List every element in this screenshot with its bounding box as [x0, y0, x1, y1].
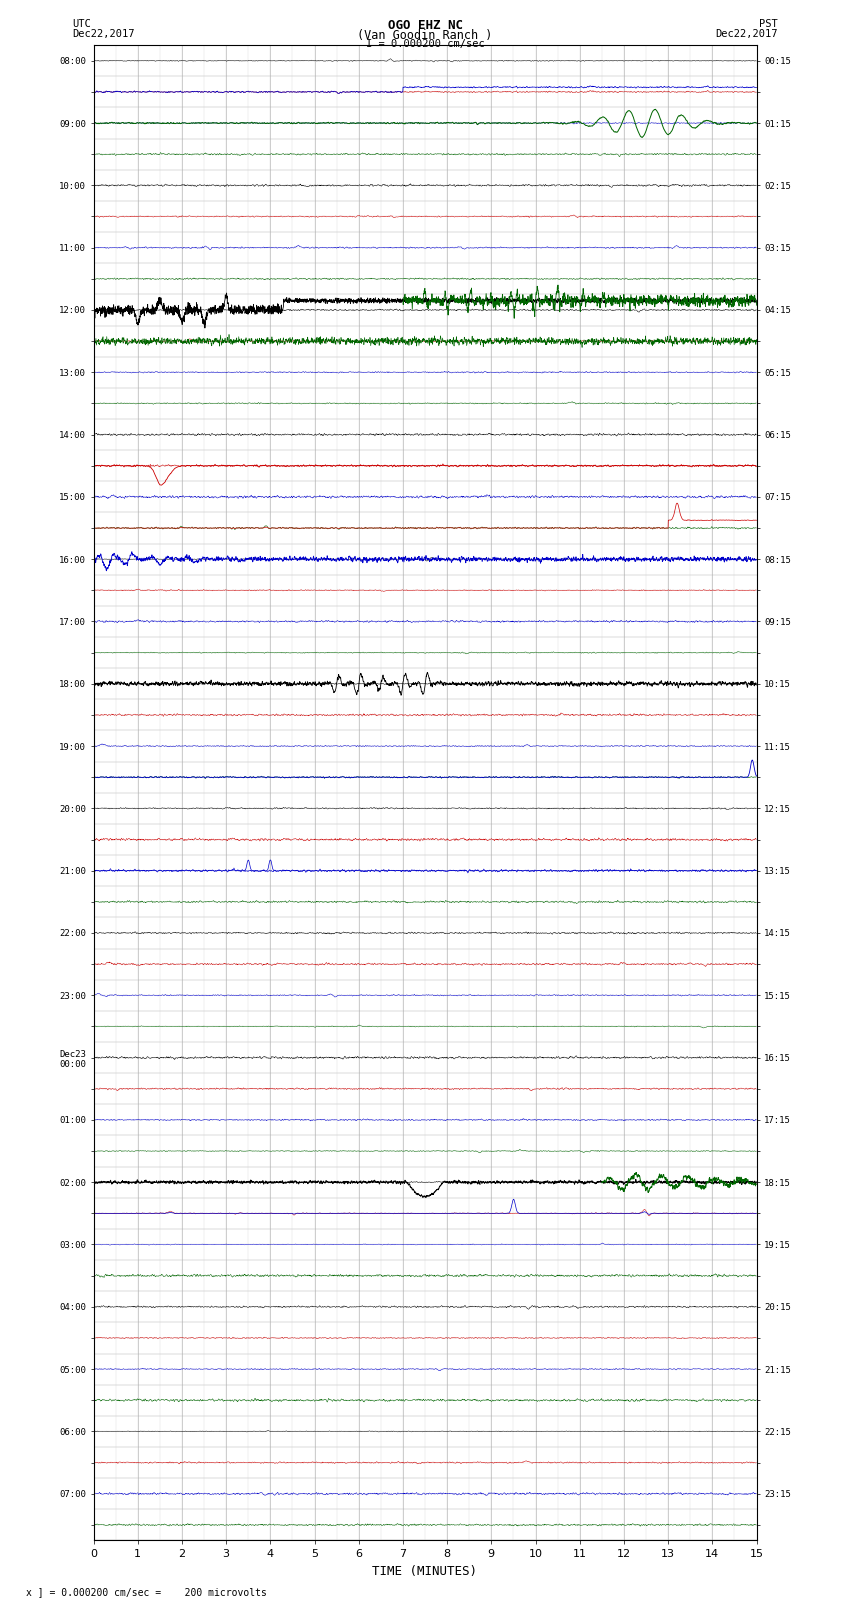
- Text: I = 0.000200 cm/sec: I = 0.000200 cm/sec: [366, 39, 484, 48]
- Text: UTC: UTC: [72, 19, 91, 29]
- Text: Dec22,2017: Dec22,2017: [715, 29, 778, 39]
- Text: x ] = 0.000200 cm/sec =    200 microvolts: x ] = 0.000200 cm/sec = 200 microvolts: [26, 1587, 266, 1597]
- Text: PST: PST: [759, 19, 778, 29]
- X-axis label: TIME (MINUTES): TIME (MINUTES): [372, 1565, 478, 1578]
- Text: Dec22,2017: Dec22,2017: [72, 29, 135, 39]
- Text: OGO EHZ NC: OGO EHZ NC: [388, 19, 462, 32]
- Text: (Van Goodin Ranch ): (Van Goodin Ranch ): [357, 29, 493, 42]
